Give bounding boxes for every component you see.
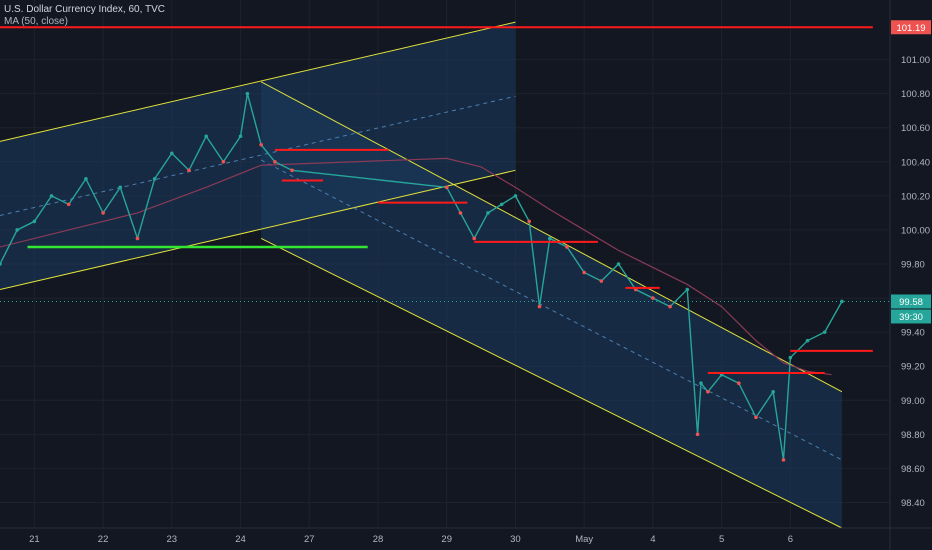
y-tick-label: 100.80 [901,89,930,100]
price-point [668,304,672,309]
price-point [472,236,477,241]
price-point [537,304,542,309]
price-point [101,211,105,215]
x-tick-label: 4 [650,534,655,545]
price-point [273,160,277,164]
x-tick-label: 22 [98,534,109,545]
channel-upper-ascending[interactable] [0,21,516,142]
channel-lower-descending[interactable] [260,238,843,529]
x-tick-label: 6 [788,534,793,545]
price-point [32,219,37,224]
price-point [805,338,810,343]
chart-title: U.S. Dollar Currency Index, 60, TVC [4,4,165,15]
price-point [822,330,827,334]
channel-midline-ascending [0,95,516,216]
level-price-label: 101.19 [896,23,925,34]
price-axis-panel [890,0,932,550]
channel-midline-descending [260,159,843,461]
price-point [565,245,569,249]
price-point [118,185,123,190]
x-tick-label: May [575,534,593,545]
y-tick-label: 101.00 [901,55,930,66]
price-point [290,168,294,173]
price-point [15,228,19,232]
price-labels: 101.19 99.58 39:30 [891,20,931,324]
price-point [548,236,552,241]
x-tick-label: 24 [235,534,246,545]
channel-lower-ascending[interactable] [0,169,516,291]
price-point [513,194,518,198]
price-point [135,236,140,241]
last-price-label: 99.58 [899,297,923,308]
y-tick-label: 98.60 [901,464,925,475]
price-point [204,134,208,139]
price-point [221,160,226,164]
moving-average-group [0,157,832,376]
price-point [527,219,531,224]
price-point [0,262,2,266]
price-point [84,177,88,181]
price-point [685,287,690,292]
y-tick-label: 99.80 [901,260,925,271]
price-point [444,185,449,190]
moving-average-line [0,157,832,376]
channel-lines [0,21,843,529]
x-tick-label: 5 [719,534,724,545]
price-line [0,93,843,460]
price-point [754,415,758,420]
level-price-label-box [891,20,931,35]
price-point [737,381,741,386]
y-tick-label: 100.40 [901,157,930,168]
price-point [49,194,54,198]
price-point [238,134,243,139]
y-tick-label: 99.00 [901,396,925,407]
price-point [170,151,174,156]
price-point [840,299,844,304]
price-point [458,211,463,215]
bar-countdown-label: 39:30 [899,312,923,323]
x-tick-label: 28 [373,534,384,545]
y-tick-label: 98.80 [901,430,925,441]
indicator-label: MA (50, close) [4,16,68,27]
price-point [187,168,191,173]
channel-upper-descending[interactable] [260,81,843,393]
price-point [259,142,263,147]
y-tick-label: 98.40 [901,498,925,509]
price-point [245,91,250,96]
price-point [486,211,490,215]
price-point [771,389,775,394]
level-lines[interactable] [0,26,890,375]
price-point [66,202,71,207]
price-point [695,432,700,437]
x-tick-label: 21 [29,534,40,545]
price-point [706,389,710,394]
y-tick-label: 99.40 [901,328,925,339]
price-point [599,279,604,283]
price-point [651,296,655,300]
price-series-group [0,91,844,462]
y-tick-label: 100.20 [901,191,930,202]
x-tick-label: 30 [510,534,521,545]
price-point [152,177,157,181]
price-point [499,202,504,207]
x-tick-label: 23 [167,534,178,545]
last-price-label-box [891,294,931,309]
price-point [788,355,793,360]
bar-countdown-label-box [891,309,931,324]
price-point [699,381,703,386]
y-tick-label: 100.60 [901,123,930,134]
x-tick-label: 29 [441,534,452,545]
x-tick-label: 27 [304,534,315,545]
y-tick-label: 100.00 [901,225,930,236]
price-point [582,270,586,275]
price-point [781,458,786,462]
price-point [616,262,621,266]
y-tick-label: 99.20 [901,362,925,373]
